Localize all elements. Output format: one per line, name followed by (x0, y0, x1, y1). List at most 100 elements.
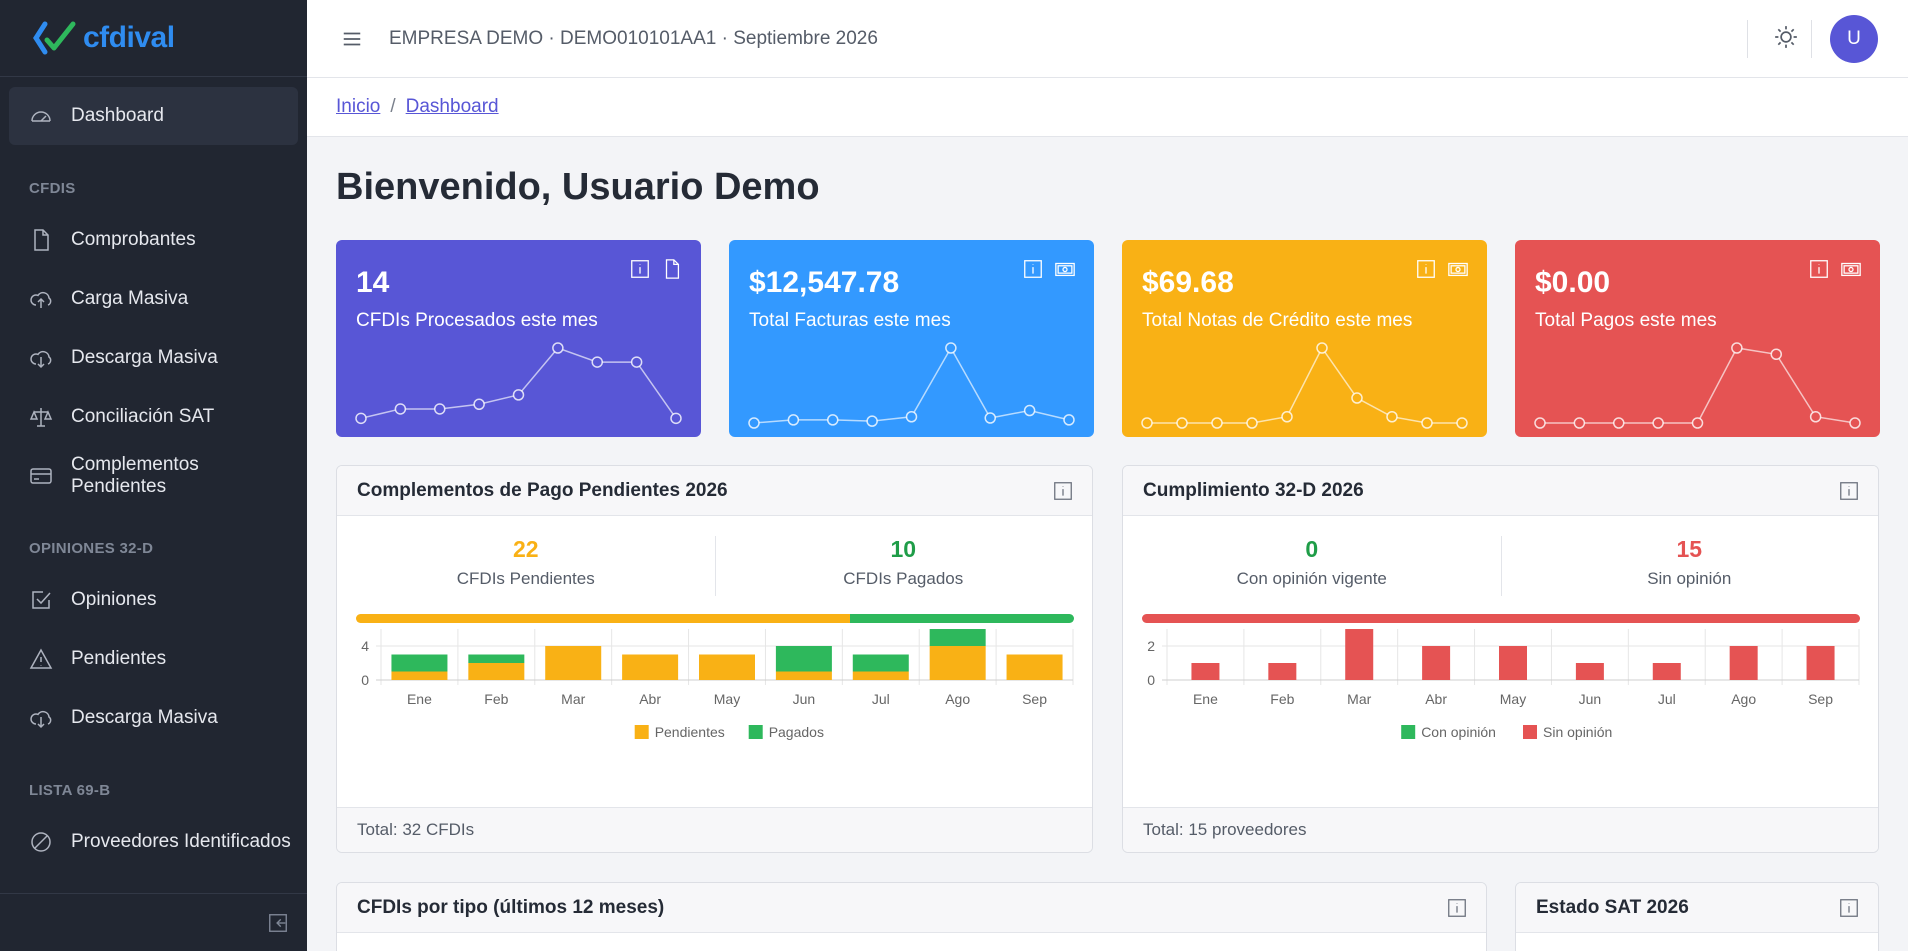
warning-icon (29, 648, 53, 669)
stat-value: 14 (356, 266, 390, 299)
sidebar-item-comprobantes[interactable]: Comprobantes (9, 211, 298, 269)
info-icon[interactable] (1446, 897, 1468, 919)
bar-sin-opinión[interactable] (1422, 646, 1451, 680)
bar-pendientes[interactable] (468, 663, 525, 680)
progress-sin-opinion (1142, 614, 1860, 623)
bar-sin-opinión[interactable] (1191, 663, 1220, 680)
bar-sin-opinión[interactable] (1575, 663, 1604, 680)
info-icon[interactable] (629, 258, 651, 280)
kpi-sin-opinion-value: 15 (1676, 536, 1703, 562)
info-icon[interactable] (1838, 480, 1860, 502)
info-icon[interactable] (1415, 258, 1437, 280)
bar-pendientes[interactable] (1006, 654, 1063, 681)
legend-label[interactable]: Sin opinión (1543, 724, 1612, 740)
sparkline-line (360, 347, 677, 420)
bar-pagados[interactable] (775, 646, 832, 672)
company-info: EMPRESA DEMO · DEMO010101AA1 · Septiembr… (389, 27, 878, 49)
info-icon[interactable] (1838, 897, 1860, 919)
kpi-pendientes-label: CFDIs Pendientes (456, 569, 595, 588)
stat-card-pagos[interactable]: $0.00 Total Pagos este mes (1515, 240, 1880, 437)
sparkline-point (905, 411, 918, 423)
sparkline-point (1281, 411, 1293, 423)
bar-pagados[interactable] (852, 654, 909, 672)
sidebar-item-descarga-masiva[interactable]: Descarga Masiva (9, 329, 298, 387)
panel-footer: Total: 32 CFDIs (337, 807, 1092, 852)
header-divider (1811, 20, 1812, 58)
bar-pendientes[interactable] (852, 671, 909, 681)
sparkline-point (1351, 392, 1363, 404)
x-tick-label: Mar (1347, 691, 1371, 707)
bar-sin-opinión[interactable] (1729, 646, 1758, 680)
info-icon[interactable] (1022, 258, 1044, 280)
info-icon[interactable] (1808, 258, 1830, 280)
bar-sin-opinión[interactable] (1806, 646, 1835, 680)
kpi-divider (1500, 536, 1502, 596)
sidebar-item-pendientes[interactable]: Pendientes (9, 630, 298, 688)
x-tick-label: Ene (1193, 691, 1218, 707)
sidebar-item-label: Conciliación SAT (71, 406, 215, 427)
kpi-divider (714, 536, 716, 596)
bar-pendientes[interactable] (775, 671, 832, 681)
sparkline-point (1456, 417, 1468, 429)
sidebar-item-dashboard[interactable]: Dashboard (9, 87, 298, 145)
sidebar-item-proveedores-identificados[interactable]: Proveedores Identificados (9, 813, 298, 871)
theme-toggle-button[interactable] (1773, 24, 1803, 54)
sidebar-item-label: Carga Masiva (71, 288, 189, 309)
cfdis-por-tipo-panel: CFDIs por tipo (últimos 12 meses) (336, 882, 1487, 951)
cloud-download-icon (30, 350, 52, 369)
menu-toggle-button[interactable] (337, 24, 367, 54)
sidebar-item-conciliacion-sat[interactable]: Conciliación SAT (9, 388, 298, 446)
y-tick-label: 0 (1147, 672, 1155, 688)
bar-pagados[interactable] (929, 629, 986, 646)
sidebar-item-label: Pendientes (71, 648, 167, 669)
bar-pendientes[interactable] (929, 646, 986, 680)
sidebar-collapse-icon[interactable] (267, 912, 289, 934)
top-header: EMPRESA DEMO · DEMO010101AA1 · Septiembr… (307, 0, 1908, 78)
sidebar-item-carga-masiva[interactable]: Carga Masiva (9, 270, 298, 328)
stat-label: Total Facturas este mes (749, 310, 951, 331)
stat-label: Total Pagos este mes (1535, 310, 1717, 331)
breadcrumb-home-link[interactable]: Inicio (336, 96, 381, 117)
stat-card-notas-credito[interactable]: $69.68 Total Notas de Crédito este mes (1122, 240, 1487, 437)
legend-label[interactable]: Pagados (769, 724, 824, 740)
bar-pendientes[interactable] (699, 654, 755, 681)
panel-title: Estado SAT 2026 (1536, 896, 1689, 918)
x-tick-label: Jun (793, 691, 816, 707)
legend-swatch (1523, 725, 1537, 739)
y-tick-label: 4 (361, 638, 369, 654)
sidebar-item-descarga-masiva-opiniones[interactable]: Descarga Masiva (9, 689, 298, 747)
panel-title: CFDIs por tipo (últimos 12 meses) (357, 896, 665, 918)
stat-card-cfdis[interactable]: 14 CFDIs Procesados este mes (336, 240, 701, 437)
header-divider (1747, 20, 1748, 58)
sidebar-item-complementos-pendientes[interactable]: Complementos Pendientes (9, 447, 298, 505)
sidebar-item-opiniones[interactable]: Opiniones (9, 571, 298, 629)
x-tick-label: Ago (945, 691, 970, 707)
legend-label[interactable]: Con opinión (1421, 724, 1496, 740)
bar-pendientes[interactable] (622, 654, 679, 681)
stat-card-facturas[interactable]: $12,547.78 Total Facturas este mes (729, 240, 1094, 437)
bar-pendientes[interactable] (545, 646, 602, 680)
sparkline-point (512, 389, 525, 401)
bar-pagados[interactable] (468, 654, 525, 664)
sparkline-point (591, 356, 603, 368)
sparkline-line (1147, 346, 1462, 424)
info-icon[interactable] (1052, 480, 1074, 502)
breadcrumb-dashboard-link[interactable]: Dashboard (405, 96, 499, 117)
sidebar-item-label: Dashboard (71, 105, 164, 126)
bar-pagados[interactable] (391, 654, 448, 672)
sparkline-point (1691, 417, 1704, 429)
bar-pendientes[interactable] (391, 671, 448, 681)
sun-icon (1775, 26, 1797, 48)
brand[interactable]: cfdival (0, 0, 307, 77)
sidebar-section-cfdis: CFDIS (29, 180, 76, 197)
sparkline-point (630, 356, 643, 368)
x-tick-label: May (1500, 691, 1526, 707)
legend-swatch (748, 725, 763, 739)
bar-sin-opinión[interactable] (1652, 663, 1681, 680)
bar-sin-opinión[interactable] (1499, 646, 1527, 680)
bar-sin-opinión[interactable] (1345, 629, 1374, 680)
legend-label[interactable]: Pendientes (655, 724, 725, 740)
bar-sin-opinión[interactable] (1268, 663, 1297, 680)
x-tick-label: Abr (1425, 691, 1447, 707)
avatar[interactable]: U (1830, 15, 1878, 63)
